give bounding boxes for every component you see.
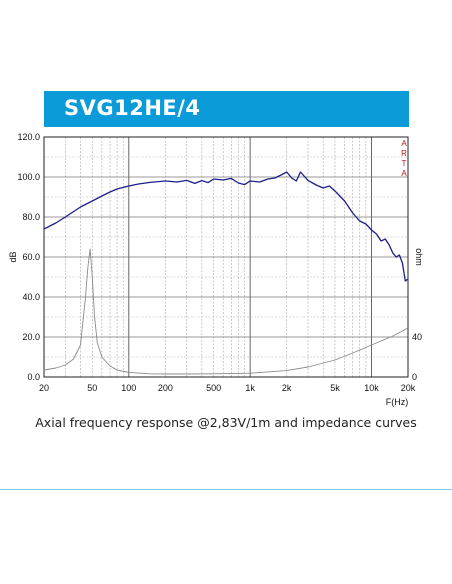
y2-tick-label: 0	[412, 372, 417, 382]
watermark-letter: R	[401, 149, 407, 158]
frequency-response-chart: dB ohm F(Hz) 0.0 20.0 40.0 60.0 80.0 100.0 120…	[8, 132, 424, 407]
y-axis-label: dB	[8, 251, 18, 262]
x-tick-label: 100	[121, 383, 136, 393]
x-tick-label: 5k	[330, 383, 340, 393]
x-tick-label: 1k	[245, 383, 255, 393]
chart-caption: Axial frequency response @2,83V/1m and i…	[35, 415, 417, 430]
watermark-letter: A	[401, 139, 407, 148]
y-tick-label: 100.0	[17, 172, 40, 182]
x-tick-label: 2k	[282, 383, 292, 393]
title-banner: SVG12HE/4	[44, 91, 409, 127]
y-tick-label: 80.0	[22, 212, 40, 222]
x-tick-label: 20	[39, 383, 49, 393]
plot-frame	[43, 136, 409, 378]
x-tick-label: 200	[158, 383, 173, 393]
grid-lines	[43, 136, 409, 378]
y-tick-label: 40.0	[22, 292, 40, 302]
x-tick-label: 10k	[364, 383, 379, 393]
y-tick-label: 0.0	[27, 372, 40, 382]
watermark-letter: A	[401, 169, 407, 178]
x-tick-label: 500	[206, 383, 221, 393]
divider-line	[0, 489, 452, 490]
y-tick-label: 120.0	[17, 132, 40, 142]
spl-curve	[43, 171, 409, 282]
y2-axis-label: ohm	[414, 248, 424, 266]
y-tick-label: 60.0	[22, 252, 40, 262]
x-tick-label: 20k	[401, 383, 416, 393]
x-tick-label: 50	[87, 383, 97, 393]
impedance-curve	[43, 248, 409, 375]
y2-tick-label: 40	[412, 332, 422, 342]
watermark-letter: T	[402, 159, 407, 168]
y-tick-label: 20.0	[22, 332, 40, 342]
x-axis-label: F(Hz)	[386, 397, 409, 407]
model-title: SVG12HE/4	[64, 96, 201, 120]
